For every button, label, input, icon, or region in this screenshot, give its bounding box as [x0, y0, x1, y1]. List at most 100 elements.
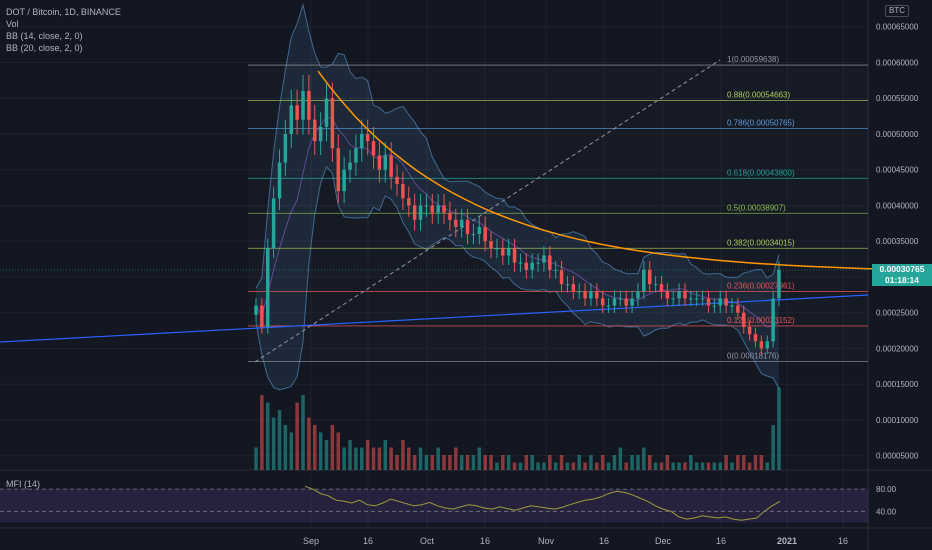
- candle-body: [342, 169, 346, 192]
- fib-diagonal[interactable]: [254, 59, 721, 363]
- volume-bar: [718, 462, 722, 470]
- candle-body: [295, 105, 299, 120]
- candle-body: [266, 248, 270, 328]
- legend-vol[interactable]: Vol: [6, 19, 19, 29]
- price-axis[interactable]: 0.00065000 0.00060000 0.00055000 0.00050000…: [876, 23, 919, 461]
- volume-bar: [612, 455, 617, 470]
- volume-bar: [636, 455, 640, 470]
- candle-body: [548, 255, 552, 270]
- candle-body: [542, 255, 546, 263]
- time-axis[interactable]: Sep 16 Oct 16 Nov 16 Dec 16 2021 16: [303, 536, 848, 546]
- candle-body: [254, 305, 258, 315]
- volume-bar: [741, 455, 746, 470]
- candles: [254, 75, 781, 355]
- volume-bar: [318, 432, 323, 470]
- price-tick-label: 0.00025000: [876, 309, 919, 318]
- candle-body: [495, 248, 499, 250]
- candle-body: [506, 248, 511, 256]
- candle-body: [442, 205, 446, 213]
- volume-bar: [689, 455, 693, 470]
- volume-bar: [777, 387, 781, 470]
- mfi-band: [0, 489, 868, 523]
- volume-bar: [412, 455, 417, 470]
- volume-bar: [618, 447, 623, 470]
- legend-bb14[interactable]: BB (14, close, 2, 0): [6, 31, 83, 41]
- candle-body: [454, 219, 458, 227]
- time-tick-label: Sep: [303, 536, 319, 546]
- candle-body: [606, 305, 611, 307]
- volume-bar: [454, 447, 458, 470]
- volume-bar: [683, 462, 687, 470]
- time-tick-label: Dec: [655, 536, 672, 546]
- mfi-label[interactable]: MFI (14): [6, 479, 41, 489]
- candle-body: [436, 205, 440, 213]
- price-tick-label: 0.00015000: [876, 380, 919, 389]
- price-tick-label: 0.00005000: [876, 452, 919, 461]
- candle-body: [360, 133, 364, 149]
- fib-level-label: 0.88(0.00054663): [727, 91, 791, 100]
- chart-title[interactable]: DOT / Bitcoin, 1D, BINANCE: [6, 7, 121, 17]
- candle-body: [313, 119, 317, 142]
- candle-body: [741, 312, 746, 328]
- price-tick-label: 0.00055000: [876, 94, 919, 103]
- candle-body: [377, 155, 382, 170]
- candle-body: [747, 327, 752, 335]
- volume-bar: [465, 455, 470, 470]
- candle-body: [577, 291, 581, 293]
- volume-bar: [371, 447, 376, 470]
- volume-bar: [448, 455, 452, 470]
- price-tick-label: 0.00040000: [876, 201, 919, 210]
- candle-body: [642, 269, 646, 292]
- volume-bar: [254, 447, 258, 470]
- price-tick-label: 0.00045000: [876, 166, 919, 175]
- candle-body: [553, 269, 558, 271]
- volume-bar: [313, 425, 317, 470]
- fib-trend-curve[interactable]: [317, 70, 932, 272]
- volume-bar: [659, 462, 664, 470]
- volume-bar: [295, 402, 299, 470]
- candle-body: [289, 105, 294, 134]
- candle-body: [536, 262, 540, 264]
- volume-bar: [307, 417, 311, 470]
- time-tick-label: 2021: [777, 536, 797, 546]
- candle-body: [365, 133, 370, 142]
- volume-bar: [706, 462, 711, 470]
- price-tick-label: 0.00020000: [876, 344, 919, 353]
- volume-bar: [471, 455, 476, 470]
- trend-line[interactable]: [0, 294, 869, 343]
- candle-body: [583, 291, 587, 299]
- candle-body: [694, 298, 699, 300]
- volume-bar: [407, 447, 411, 470]
- volume-bar: [506, 455, 511, 470]
- volume-bar: [536, 462, 540, 470]
- candle-body: [318, 126, 323, 142]
- volume-bar: [260, 395, 264, 470]
- candle-body: [683, 291, 687, 299]
- candle-body: [354, 148, 358, 163]
- volume-bar: [289, 432, 294, 470]
- currency-badge[interactable]: BTC: [885, 5, 909, 17]
- fib-level-label: 0.618(0.00043800): [727, 168, 795, 177]
- bar-countdown: 01:18:14: [884, 275, 920, 285]
- fib-level-label: 0.382(0.00034015): [727, 238, 795, 247]
- candle-body: [665, 291, 670, 299]
- volume-bar: [553, 462, 558, 470]
- candle-body: [383, 155, 388, 170]
- candle-body: [753, 334, 758, 342]
- candle-body: [718, 298, 722, 306]
- volume-bar: [301, 395, 305, 470]
- volume-bar: [348, 440, 352, 470]
- volume-bar: [283, 425, 288, 470]
- candle-body: [600, 298, 605, 306]
- volume-bar: [647, 455, 652, 470]
- candle-body: [647, 269, 652, 285]
- volume-bar: [277, 410, 282, 470]
- candle-body: [412, 205, 417, 220]
- fib-level-label: 1(0.00059638): [727, 55, 779, 64]
- candle-body: [389, 155, 393, 177]
- legend-bb20[interactable]: BB (20, close, 2, 0): [6, 43, 83, 53]
- candle-body: [459, 219, 464, 227]
- volume-bar: [377, 447, 382, 470]
- candle-body: [524, 262, 529, 270]
